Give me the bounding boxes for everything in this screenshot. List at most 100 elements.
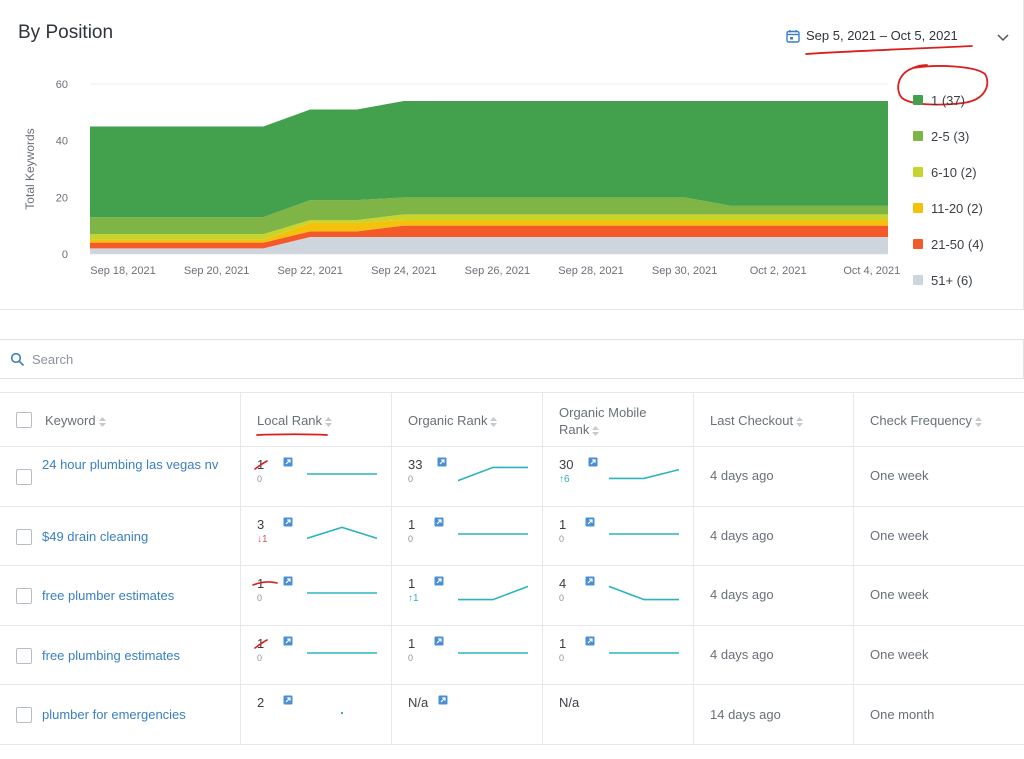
- legend-item[interactable]: 51+ (6): [913, 262, 984, 298]
- last-checkout-value: 14 days ago: [710, 707, 781, 722]
- header-cell: Local Rank: [241, 393, 392, 446]
- sort-icon[interactable]: [490, 416, 498, 427]
- select-all-checkbox[interactable]: [16, 412, 32, 428]
- external-link-icon[interactable]: [438, 695, 448, 705]
- legend-label: 11-20 (2): [931, 200, 983, 216]
- column-header[interactable]: Keyword: [45, 413, 106, 428]
- legend-swatch: [913, 95, 923, 105]
- keyword-link[interactable]: $49 drain cleaning: [42, 528, 149, 544]
- underline-annotation-local-rank: [256, 433, 328, 436]
- legend-item[interactable]: 21-50 (4): [913, 226, 984, 262]
- legend-item[interactable]: 2-5 (3): [913, 118, 984, 154]
- chevron-down-icon[interactable]: [996, 30, 1010, 44]
- external-link-icon[interactable]: [434, 517, 444, 527]
- rank-change: 0: [408, 474, 414, 484]
- table-row: plumber for emergencies 2 N/a N/a 14 days ag…: [0, 685, 1024, 745]
- row-checkbox[interactable]: [16, 707, 32, 723]
- rank-cell: 2: [241, 685, 392, 744]
- last-checkout-cell: 14 days ago: [694, 685, 854, 744]
- column-header[interactable]: Organic Rank: [408, 413, 498, 428]
- keyword-link[interactable]: free plumber estimates: [42, 588, 175, 603]
- rank-value: 1: [408, 517, 416, 532]
- rank-change: ↓1: [257, 534, 268, 545]
- column-header-label: Organic Mobile Rank: [559, 405, 647, 437]
- area-series-3: [90, 214, 888, 240]
- row-checkbox[interactable]: [16, 647, 32, 664]
- date-range-picker[interactable]: Sep 5, 2021 – Oct 5, 2021: [786, 28, 1009, 43]
- column-header[interactable]: Check Frequency: [870, 413, 982, 428]
- legend-item[interactable]: 11-20 (2): [913, 190, 984, 226]
- last-checkout-value: 4 days ago: [710, 646, 774, 662]
- check-frequency-cell: One week: [854, 447, 1024, 506]
- rank-cell: 3 ↓1: [241, 507, 392, 565]
- keyword-cell: free plumber estimates: [0, 566, 241, 625]
- x-tick-label: Sep 26, 2021: [465, 265, 530, 277]
- check-frequency-cell: One week: [854, 566, 1024, 625]
- legend-item[interactable]: 1 (37): [913, 82, 984, 118]
- row-checkbox[interactable]: [16, 528, 32, 545]
- external-link-icon[interactable]: [585, 576, 595, 586]
- check-frequency-cell: One month: [854, 685, 1024, 744]
- check-frequency-cell: One week: [854, 507, 1024, 565]
- rank-value: N/a: [559, 695, 580, 710]
- rank-cell: N/a: [543, 685, 694, 744]
- last-checkout-cell: 4 days ago: [694, 566, 854, 625]
- rank-change: ↑1: [408, 593, 419, 604]
- search-input[interactable]: [32, 351, 932, 367]
- row-checkbox[interactable]: [16, 588, 32, 604]
- check-frequency-value: One week: [870, 587, 929, 602]
- external-link-icon[interactable]: [585, 517, 595, 527]
- external-link-icon[interactable]: [434, 636, 444, 646]
- rank-value: 33: [408, 457, 423, 472]
- last-checkout-cell: 4 days ago: [694, 626, 854, 684]
- check-frequency-value: One week: [870, 527, 929, 543]
- keyword-link[interactable]: 24 hour plumbing las vegas nv: [42, 457, 219, 472]
- rank-sparkline: [458, 652, 528, 654]
- legend-swatch: [913, 239, 923, 249]
- keyword-link[interactable]: plumber for emergencies: [42, 707, 186, 722]
- rank-change: 0: [257, 474, 263, 484]
- header-cell: Last Checkout: [694, 393, 854, 446]
- sort-icon[interactable]: [592, 425, 600, 436]
- rank-sparkline: [458, 533, 528, 535]
- column-header[interactable]: Local Rank: [257, 413, 333, 428]
- legend-label: 1 (37): [931, 92, 965, 108]
- sort-icon[interactable]: [98, 416, 106, 427]
- rank-value: 1: [257, 576, 265, 591]
- external-link-icon[interactable]: [283, 457, 293, 467]
- sort-icon[interactable]: [974, 416, 982, 427]
- keyword-cell: $49 drain cleaning: [0, 507, 241, 565]
- header-cell: Organic Rank: [392, 393, 543, 446]
- sort-icon[interactable]: [796, 416, 804, 427]
- header-cell: Keyword: [0, 393, 241, 446]
- rank-change: ↑6: [559, 474, 570, 485]
- sort-icon[interactable]: [325, 416, 333, 427]
- rank-sparkline: [609, 533, 679, 535]
- external-link-icon[interactable]: [283, 636, 293, 646]
- external-link-icon[interactable]: [283, 517, 293, 527]
- external-link-icon[interactable]: [434, 576, 444, 586]
- keyword-cell: free plumbing estimates: [0, 626, 241, 684]
- external-link-icon[interactable]: [588, 457, 598, 467]
- header-cell: Check Frequency: [854, 393, 1024, 446]
- external-link-icon[interactable]: [283, 576, 293, 586]
- rank-value: 1: [408, 576, 416, 591]
- external-link-icon[interactable]: [585, 636, 595, 646]
- legend-item[interactable]: 6-10 (2): [913, 154, 984, 190]
- external-link-icon[interactable]: [283, 695, 293, 705]
- column-header[interactable]: Last Checkout: [710, 413, 804, 428]
- column-header-label: Last Checkout: [710, 413, 794, 428]
- keyword-link[interactable]: free plumbing estimates: [42, 647, 181, 663]
- external-link-icon[interactable]: [437, 457, 447, 467]
- column-header[interactable]: Organic Mobile Rank: [559, 404, 669, 438]
- by-position-panel: By Position Sep 5, 2021 – Oct 5, 2021 0 2…: [0, 0, 1024, 310]
- search-icon: [10, 352, 24, 366]
- legend-swatch: [913, 167, 923, 177]
- row-checkbox[interactable]: [16, 469, 32, 485]
- rank-sparkline: [458, 466, 528, 482]
- table-row: $49 drain cleaning 3 ↓1 1 0 1 0 4 days ago One w…: [0, 507, 1024, 566]
